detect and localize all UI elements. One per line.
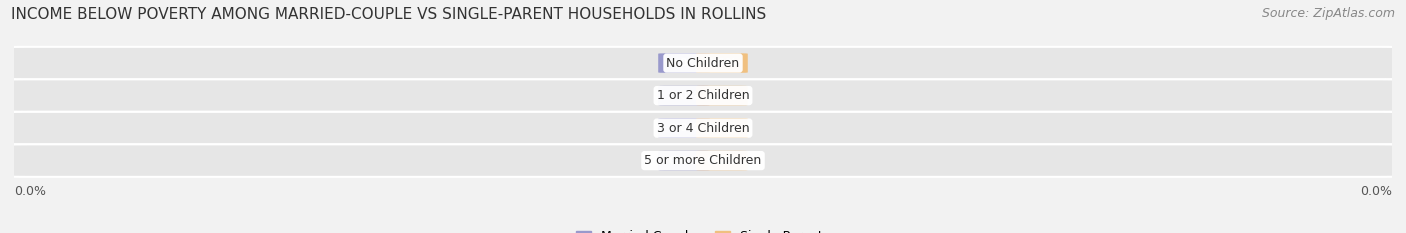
FancyBboxPatch shape	[0, 79, 1406, 112]
Text: 0.0%: 0.0%	[669, 156, 699, 166]
FancyBboxPatch shape	[658, 151, 710, 170]
FancyBboxPatch shape	[696, 86, 748, 105]
Text: 0.0%: 0.0%	[1360, 185, 1392, 198]
Text: 0.0%: 0.0%	[669, 91, 699, 101]
FancyBboxPatch shape	[658, 86, 710, 105]
FancyBboxPatch shape	[0, 144, 1406, 177]
FancyBboxPatch shape	[696, 118, 748, 138]
FancyBboxPatch shape	[0, 47, 1406, 79]
FancyBboxPatch shape	[696, 53, 748, 73]
Text: INCOME BELOW POVERTY AMONG MARRIED-COUPLE VS SINGLE-PARENT HOUSEHOLDS IN ROLLINS: INCOME BELOW POVERTY AMONG MARRIED-COUPL…	[11, 7, 766, 22]
Text: Source: ZipAtlas.com: Source: ZipAtlas.com	[1261, 7, 1395, 20]
Text: 0.0%: 0.0%	[707, 58, 737, 68]
FancyBboxPatch shape	[658, 118, 710, 138]
Text: 1 or 2 Children: 1 or 2 Children	[657, 89, 749, 102]
Text: 5 or more Children: 5 or more Children	[644, 154, 762, 167]
FancyBboxPatch shape	[696, 151, 748, 170]
FancyBboxPatch shape	[0, 112, 1406, 144]
Text: No Children: No Children	[666, 57, 740, 70]
Text: 0.0%: 0.0%	[14, 185, 46, 198]
Text: 0.0%: 0.0%	[707, 123, 737, 133]
Text: 3 or 4 Children: 3 or 4 Children	[657, 122, 749, 135]
Text: 0.0%: 0.0%	[707, 156, 737, 166]
Text: 0.0%: 0.0%	[669, 123, 699, 133]
Legend: Married Couples, Single Parents: Married Couples, Single Parents	[571, 225, 835, 233]
FancyBboxPatch shape	[658, 53, 710, 73]
Text: 0.0%: 0.0%	[669, 58, 699, 68]
Text: 0.0%: 0.0%	[707, 91, 737, 101]
